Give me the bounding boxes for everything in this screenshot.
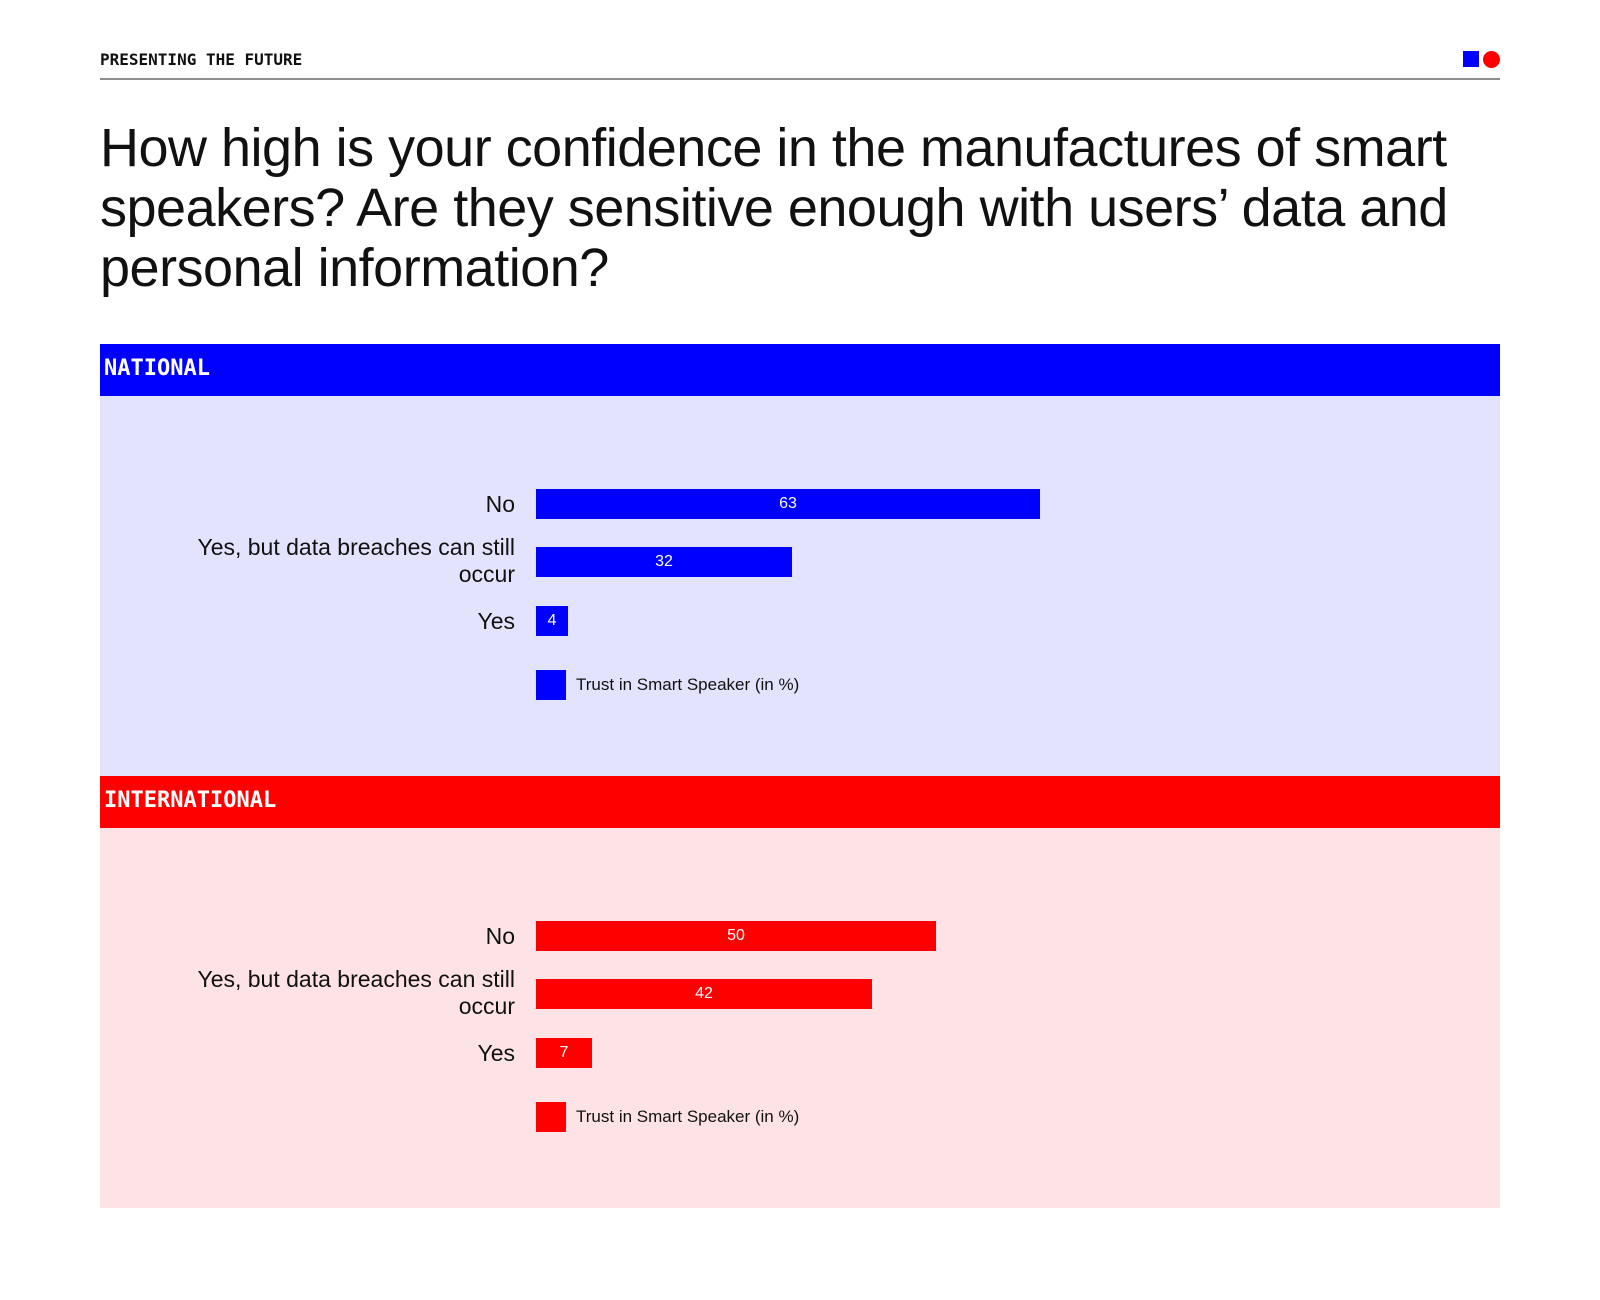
category-label: No xyxy=(485,923,515,949)
data-label: 63 xyxy=(779,495,797,512)
category-label: Yes xyxy=(477,608,515,634)
legend-swatch xyxy=(536,1102,566,1132)
data-label: 32 xyxy=(655,553,673,570)
legend-label: Trust in Smart Speaker (in %) xyxy=(576,675,800,694)
bar: 63 xyxy=(536,489,1040,519)
category-label: Yes, but data breaches can still occur xyxy=(197,966,515,1019)
bar: 7 xyxy=(536,1038,592,1068)
bar: 32 xyxy=(536,547,792,577)
header-divider xyxy=(100,78,1500,80)
category-label: Yes, but data breaches can still occur xyxy=(197,534,515,587)
bar: 42 xyxy=(536,979,872,1009)
data-label: 4 xyxy=(547,612,557,629)
page-title: How high is your confidence in the manuf… xyxy=(100,118,1448,298)
chart-panel-national: No 63 Yes, but data breaches can still occ… xyxy=(100,396,1500,776)
chart-panel-international: No 50 Yes, but data breaches can still occ… xyxy=(100,828,1500,1208)
category-label: Yes xyxy=(477,1040,515,1066)
section-header-national: NATIONAL xyxy=(100,344,1500,396)
header-label: PRESENTING THE FUTURE xyxy=(100,50,303,69)
legend-label: Trust in Smart Speaker (in %) xyxy=(576,1107,800,1126)
data-label: 7 xyxy=(559,1044,569,1061)
bar: 4 xyxy=(536,606,568,636)
logo-circle-icon xyxy=(1483,51,1500,68)
data-label: 50 xyxy=(727,927,745,944)
logo-square-icon xyxy=(1463,51,1479,67)
bar: 50 xyxy=(536,921,936,951)
legend-swatch xyxy=(536,670,566,700)
data-label: 42 xyxy=(695,985,713,1002)
section-header-international: INTERNATIONAL xyxy=(100,776,1500,828)
category-label: No xyxy=(485,491,515,517)
